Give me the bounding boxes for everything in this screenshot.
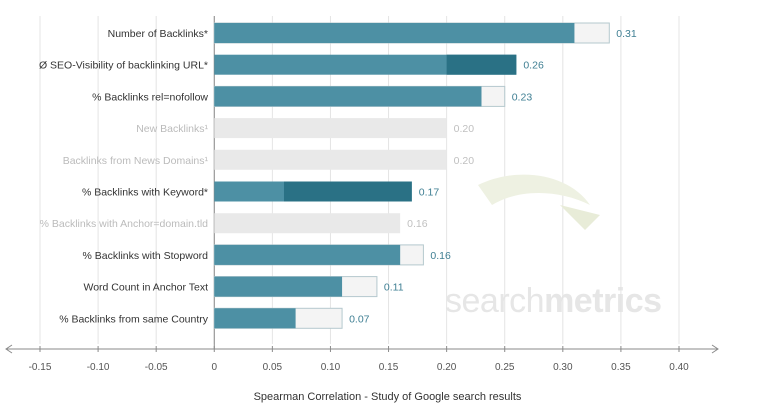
- value-label: 0.16: [430, 250, 451, 262]
- category-label: Word Count in Anchor Text: [83, 282, 208, 294]
- category-label: % Backlinks with Anchor=domain.tld: [40, 218, 209, 230]
- bar: [214, 308, 296, 329]
- category-label: % Backlinks from same Country: [59, 313, 209, 325]
- x-tick-label: -0.05: [145, 362, 168, 373]
- category-label: Ø SEO-Visibility of backlinking URL*: [39, 60, 208, 72]
- bar: [214, 213, 401, 234]
- x-tick-label: 0.10: [321, 362, 341, 373]
- x-tick-label: 0.40: [669, 362, 689, 373]
- bar: [214, 23, 575, 43]
- x-axis-right-arrow: [711, 344, 719, 354]
- value-label: 0.31: [616, 28, 637, 40]
- value-label: 0.16: [407, 218, 428, 230]
- watermark-bold: metrics: [544, 282, 662, 320]
- value-label: 0.07: [349, 313, 370, 325]
- searchmetrics-watermark: searchmetrics: [445, 282, 662, 321]
- bar: [214, 244, 401, 265]
- x-axis-left-arrow: [5, 344, 13, 354]
- bar-dark-segment: [446, 54, 517, 75]
- category-label: % Backlinks with Stopword: [83, 250, 209, 262]
- category-label: % Backlinks rel=nofollow: [92, 91, 208, 103]
- bar: [214, 149, 447, 170]
- bar: [214, 54, 517, 75]
- watermark-light: search: [445, 282, 545, 320]
- category-label: Backlinks from News Domains¹: [63, 155, 209, 167]
- bar: [214, 276, 343, 297]
- bar: [214, 118, 447, 139]
- watermark-swoosh-tip: [560, 205, 600, 230]
- value-label: 0.11: [384, 282, 404, 294]
- x-tick-label: 0.25: [495, 362, 515, 373]
- category-label: New Backlinks¹: [136, 123, 208, 135]
- x-tick-label: 0.20: [437, 362, 457, 373]
- value-label: 0.20: [454, 123, 475, 135]
- x-tick-label: -0.10: [87, 362, 110, 373]
- x-tick-label: 0.30: [553, 362, 573, 373]
- bar-dark-segment: [283, 181, 412, 202]
- watermark-swoosh: [478, 174, 590, 205]
- bar: [214, 86, 482, 107]
- category-label: Number of Backlinks*: [108, 28, 208, 40]
- value-label: 0.23: [512, 91, 533, 103]
- value-label: 0.20: [454, 155, 475, 167]
- x-tick-label: 0.05: [263, 362, 283, 373]
- x-tick-label: 0: [211, 362, 217, 373]
- x-tick-label: -0.15: [29, 362, 52, 373]
- category-label: % Backlinks with Keyword*: [82, 187, 208, 199]
- x-axis-label: Spearman Correlation - Study of Google s…: [253, 391, 522, 403]
- x-tick-label: 0.35: [611, 362, 631, 373]
- value-label: 0.17: [419, 187, 440, 199]
- value-label: 0.26: [523, 60, 544, 72]
- x-tick-label: 0.15: [379, 362, 399, 373]
